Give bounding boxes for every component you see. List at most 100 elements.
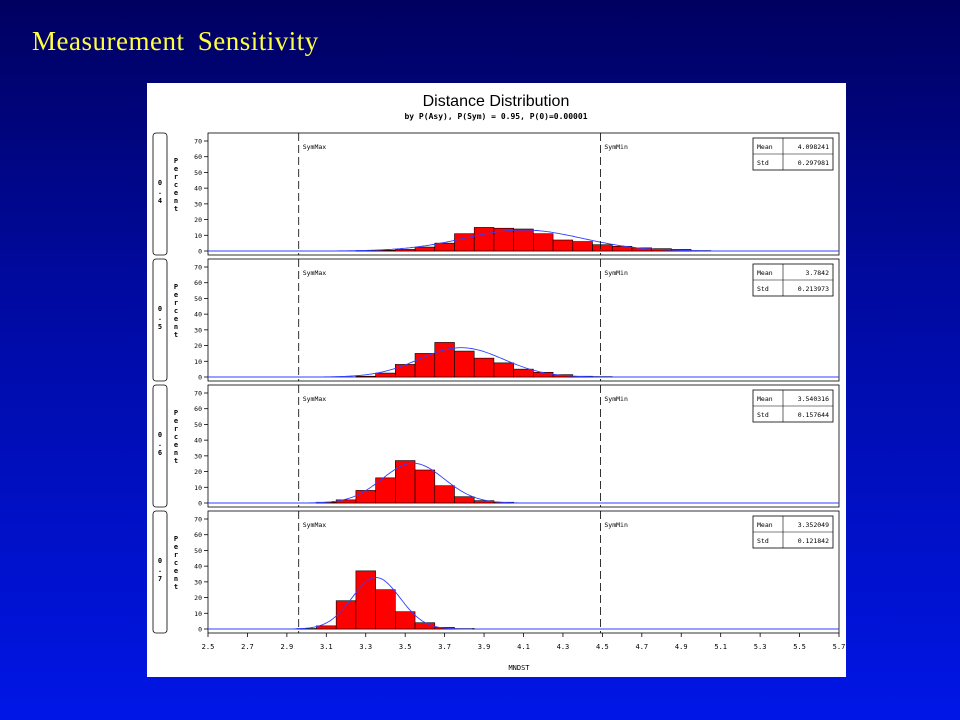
panel-frame <box>207 510 840 634</box>
stats-std-label: Std <box>757 285 769 293</box>
x-tick-label: 4.7 <box>635 643 648 651</box>
normal-curve <box>292 347 630 378</box>
panel-2: 0. 5 P e r c e n t 0 10 20 30 40 50 60 70 SymMax SymMin Mea… <box>152 258 840 382</box>
panel-1: 0. 4 P e r c e n t 0 10 20 30 40 50 60 70 SymMax SymMin Mea… <box>152 132 840 256</box>
y-tick-label: 10 <box>194 610 202 618</box>
y-tick-label: 50 <box>194 295 202 303</box>
histogram-bar <box>395 364 416 378</box>
histogram-bar <box>434 485 455 504</box>
y-tick-label: 0 <box>198 626 202 634</box>
panel-label-box <box>152 132 168 256</box>
stats-mean-label: Mean <box>757 521 773 529</box>
reference-line-label: SymMax <box>303 269 327 277</box>
x-axis: 2.5 2.7 2.9 3.1 3.3 3.5 3.7 3.9 4.1 4.3 4.5 4.7 4.9 5… <box>202 633 846 651</box>
histogram-bar <box>395 249 416 252</box>
stats-mean-label: Mean <box>757 143 773 151</box>
x-tick-label: 5.1 <box>714 643 727 651</box>
y-tick-label: 20 <box>194 468 202 476</box>
x-tick-label: 4.9 <box>675 643 688 651</box>
chart-panel: Distance Distribution by P(Asy), P(Sym) … <box>147 83 846 677</box>
x-axis-label: MNDST <box>508 664 530 672</box>
stats-mean-value: 3.352049 <box>798 521 829 529</box>
histogram-bar <box>533 233 554 252</box>
reference-line-label: SymMin <box>604 143 628 151</box>
reference-line-label: SymMin <box>604 521 628 529</box>
histogram-bar <box>473 227 495 252</box>
stats-std-value: 0.213973 <box>798 285 829 293</box>
y-tick-label: 40 <box>194 311 202 319</box>
histogram-bar <box>316 625 337 630</box>
normal-curve <box>279 577 473 630</box>
histogram-bar <box>592 244 613 252</box>
stats-mean-label: Mean <box>757 269 773 277</box>
stats-std-value: 0.121842 <box>798 537 829 545</box>
histogram-bar <box>572 241 593 252</box>
x-tick-label: 3.5 <box>399 643 412 651</box>
y-tick-label: 0 <box>198 248 202 256</box>
y-tick-label: 30 <box>194 452 202 460</box>
x-tick-label: 3.7 <box>438 643 451 651</box>
y-tick-label: 10 <box>194 358 202 366</box>
y-tick-label: 50 <box>194 421 202 429</box>
histogram-bar <box>414 469 436 504</box>
panel-3: 0. 6 P e r c e n t 0 10 20 30 40 50 60 70 SymMax SymMin Mea… <box>152 384 840 508</box>
histogram-bar <box>395 611 416 630</box>
histogram-bar <box>395 460 416 504</box>
y-tick-label: 50 <box>194 169 202 177</box>
reference-line-label: SymMin <box>604 269 628 277</box>
x-tick-label: 5.7 <box>833 643 846 651</box>
panel-label-box <box>152 258 168 382</box>
panel-label-box <box>152 384 168 508</box>
stats-mean-label: Mean <box>757 395 773 403</box>
y-tick-label: 70 <box>194 264 202 272</box>
stats-mean-value: 3.540316 <box>798 395 829 403</box>
panel-group-label: 0.7 <box>158 557 162 583</box>
histogram-bar <box>454 496 475 504</box>
y-tick-label: 10 <box>194 484 202 492</box>
panel-frame <box>207 132 840 256</box>
panel-frame <box>207 258 840 382</box>
histogram-bar <box>355 490 376 504</box>
panel-group-label: 0.6 <box>158 431 162 457</box>
histogram-bar <box>414 246 436 252</box>
y-tick-label: 70 <box>194 390 202 398</box>
y-tick-label: 50 <box>194 547 202 555</box>
stats-std-label: Std <box>757 411 769 419</box>
histogram-bar <box>434 242 455 252</box>
x-tick-label: 4.3 <box>557 643 570 651</box>
normal-curve <box>288 462 538 504</box>
panel-4: 0. 7 P e r c e n t 0 10 20 30 40 50 60 70 SymMax SymMin Mea… <box>152 510 840 634</box>
chart-subtitle: by P(Asy), P(Sym) = 0.95, P(0)=0.00001 <box>404 112 587 121</box>
x-tick-label: 3.3 <box>359 643 372 651</box>
y-tick-label: 40 <box>194 563 202 571</box>
y-tick-label: 60 <box>194 279 202 287</box>
y-tick-label: 40 <box>194 437 202 445</box>
histogram-bar <box>375 372 396 378</box>
stats-std-value: 0.297981 <box>798 159 829 167</box>
y-tick-label: 0 <box>198 374 202 382</box>
histogram-bar <box>513 368 534 378</box>
histogram-bar <box>355 570 376 630</box>
y-tick-label: 30 <box>194 200 202 208</box>
panel-group-label: 0.4 <box>158 179 162 205</box>
y-tick-label: 70 <box>194 138 202 146</box>
slide-title: Measurement Sensitivity <box>32 26 319 56</box>
x-tick-label: 3.1 <box>320 643 333 651</box>
panel-frame <box>207 384 840 508</box>
x-tick-label: 5.5 <box>793 643 806 651</box>
x-tick-label: 2.9 <box>281 643 294 651</box>
histogram-chart: Distance Distribution by P(Asy), P(Sym) … <box>152 93 846 672</box>
y-tick-label: 70 <box>194 516 202 524</box>
y-tick-label: 20 <box>194 594 202 602</box>
x-tick-label: 4.1 <box>517 643 530 651</box>
reference-line-label: SymMax <box>303 521 327 529</box>
stats-mean-value: 3.7842 <box>806 269 830 277</box>
histogram-bar <box>552 239 574 252</box>
x-tick-label: 5.3 <box>754 643 767 651</box>
stats-std-value: 0.157644 <box>798 411 829 419</box>
histogram-bar <box>454 350 475 378</box>
